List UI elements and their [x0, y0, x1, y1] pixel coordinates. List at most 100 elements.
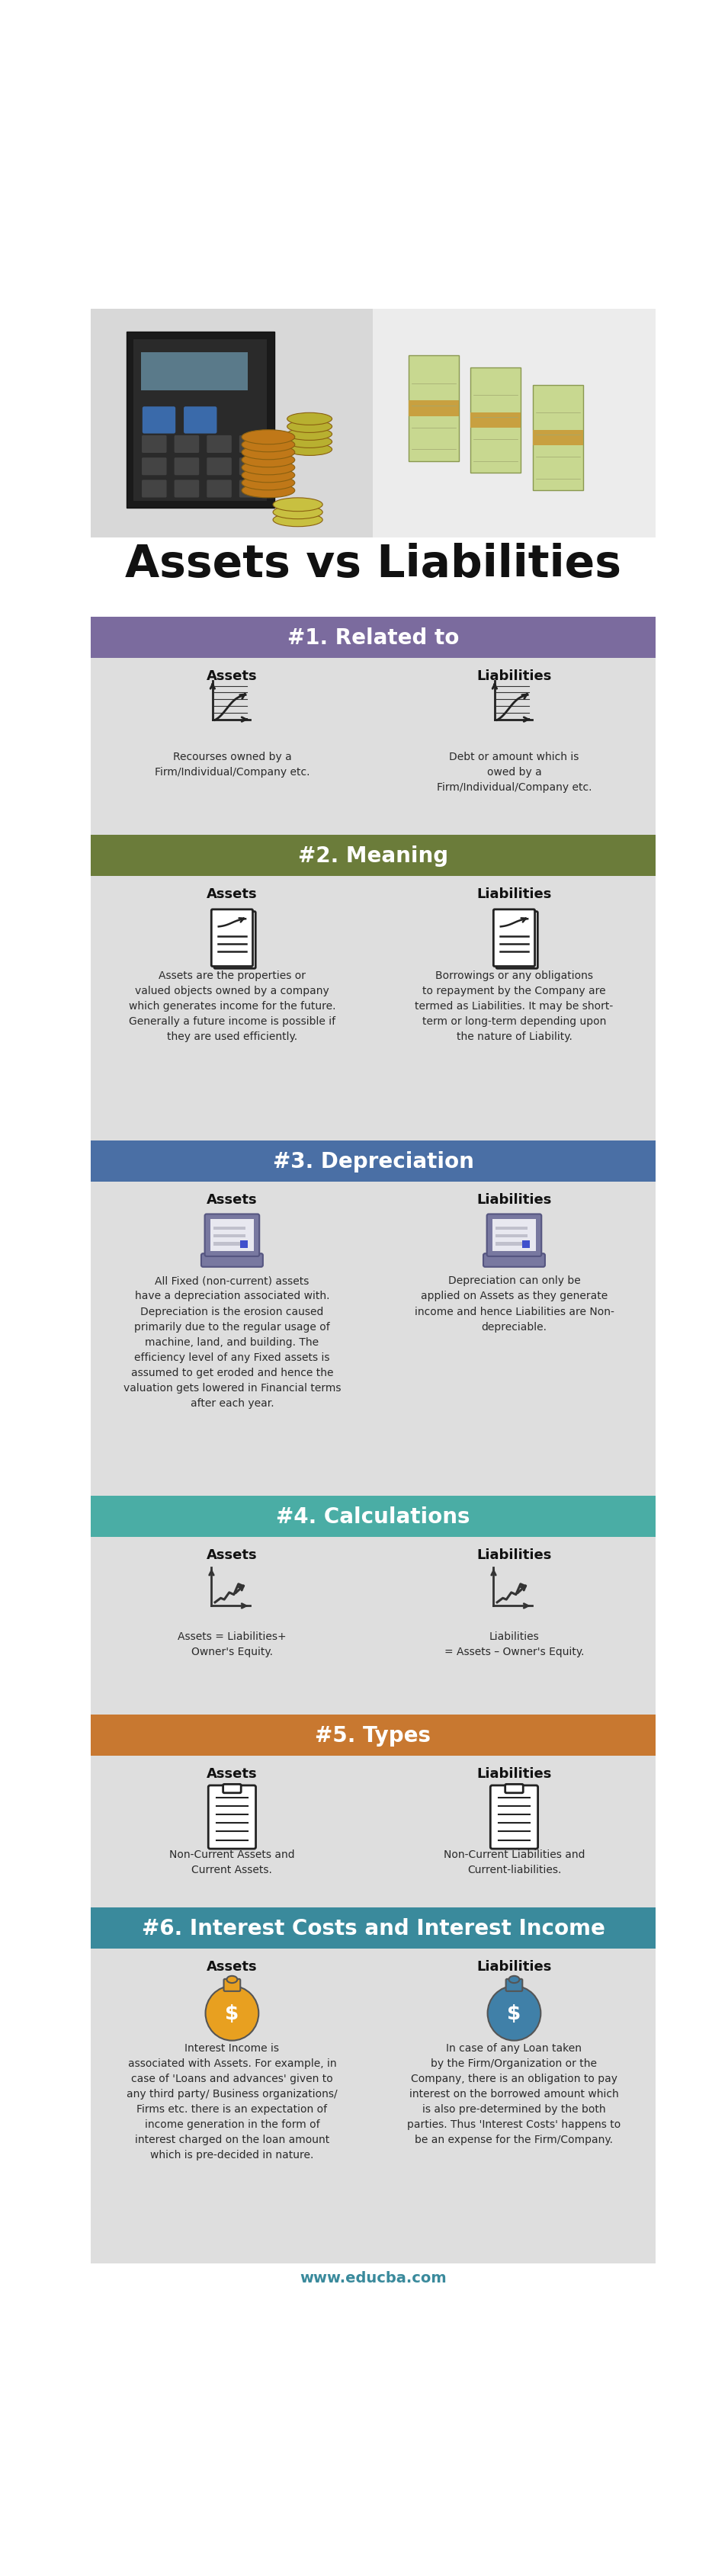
Bar	[91, 1538, 655, 1716]
Text: www.educba.com: www.educba.com	[300, 2269, 446, 2285]
Ellipse shape	[242, 453, 295, 469]
Bar	[522, 1242, 530, 1249]
Bar	[533, 430, 583, 446]
Ellipse shape	[488, 1986, 541, 2040]
Text: $: $	[225, 2004, 239, 2022]
Text: Assets: Assets	[207, 1548, 258, 1561]
Ellipse shape	[226, 1976, 237, 1984]
Text: All Fixed (non-current) assets
have a depreciation associated with.
Depreciation: All Fixed (non-current) assets have a de…	[123, 1275, 341, 1409]
Bar	[408, 355, 459, 461]
FancyBboxPatch shape	[240, 482, 264, 497]
FancyBboxPatch shape	[506, 1978, 523, 1991]
Bar	[91, 1950, 655, 2264]
FancyBboxPatch shape	[487, 1213, 542, 1257]
Text: #5. Types: #5. Types	[315, 1723, 431, 1747]
Text: Non-Current Liabilities and
Current-liabilities.: Non-Current Liabilities and Current-liab…	[443, 1850, 585, 1875]
FancyBboxPatch shape	[494, 909, 535, 966]
Ellipse shape	[242, 469, 295, 484]
Ellipse shape	[242, 484, 295, 497]
Text: Non-Current Assets and
Current Assets.: Non-Current Assets and Current Assets.	[170, 1850, 295, 1875]
Bar	[470, 412, 521, 428]
Bar	[91, 1141, 655, 1182]
Bar	[91, 1497, 655, 1538]
Text: $: $	[507, 2004, 521, 2022]
FancyBboxPatch shape	[142, 435, 167, 453]
Ellipse shape	[205, 1986, 258, 2040]
FancyBboxPatch shape	[174, 482, 199, 497]
FancyBboxPatch shape	[174, 459, 199, 477]
Ellipse shape	[287, 428, 332, 440]
FancyBboxPatch shape	[142, 459, 167, 477]
FancyBboxPatch shape	[174, 435, 199, 453]
Text: Liabilities: Liabilities	[477, 886, 552, 902]
Bar	[408, 402, 459, 417]
FancyBboxPatch shape	[496, 912, 538, 969]
Bar	[91, 1757, 655, 1909]
Bar	[240, 1242, 248, 1249]
Text: Borrowings or any obligations
to repayment by the Company are
termed as Liabilit: Borrowings or any obligations to repayme…	[415, 969, 614, 1041]
Text: In case of any Loan taken
by the Firm/Organization or the
Company, there is an o: In case of any Loan taken by the Firm/Or…	[408, 2043, 621, 2146]
Bar	[91, 309, 373, 538]
Text: Assets = Liabilities+
Owner's Equity.: Assets = Liabilities+ Owner's Equity.	[178, 1631, 286, 1656]
Bar	[127, 332, 274, 507]
FancyBboxPatch shape	[491, 1785, 538, 1850]
Ellipse shape	[273, 497, 323, 513]
Ellipse shape	[242, 430, 295, 446]
Ellipse shape	[287, 412, 332, 425]
FancyBboxPatch shape	[205, 1213, 259, 1257]
Bar	[91, 659, 655, 835]
Bar	[141, 353, 248, 392]
Text: Assets: Assets	[207, 886, 258, 902]
FancyBboxPatch shape	[211, 909, 253, 966]
Bar	[91, 835, 655, 876]
Text: Interest Income is
associated with Assets. For example, in
case of 'Loans and ad: Interest Income is associated with Asset…	[127, 2043, 338, 2159]
FancyBboxPatch shape	[208, 1785, 256, 1850]
Bar	[133, 340, 267, 502]
Ellipse shape	[242, 438, 295, 453]
Text: Liabilities: Liabilities	[477, 1548, 552, 1561]
Text: #4. Calculations: #4. Calculations	[276, 1507, 470, 1528]
Bar	[91, 618, 655, 659]
Text: Assets: Assets	[207, 1193, 258, 1206]
FancyBboxPatch shape	[223, 1785, 241, 1793]
Ellipse shape	[242, 477, 295, 489]
Text: #2. Meaning: #2. Meaning	[298, 845, 448, 866]
Ellipse shape	[242, 461, 295, 477]
Bar	[373, 309, 655, 538]
FancyBboxPatch shape	[505, 1785, 523, 1793]
Text: Assets vs Liabilities: Assets vs Liabilities	[125, 544, 621, 587]
FancyBboxPatch shape	[207, 435, 232, 453]
Text: Assets: Assets	[207, 1767, 258, 1780]
Bar	[496, 1242, 528, 1247]
Bar	[496, 1234, 528, 1239]
FancyBboxPatch shape	[183, 407, 217, 435]
Bar	[91, 1182, 655, 1497]
Text: Liabilities: Liabilities	[477, 670, 552, 683]
Bar	[496, 1226, 528, 1231]
Bar	[91, 2264, 655, 2293]
Bar	[91, 876, 655, 1141]
Text: Liabilities: Liabilities	[477, 1960, 552, 1973]
Bar	[470, 368, 521, 474]
Text: Liabilities: Liabilities	[477, 1767, 552, 1780]
Bar	[91, 1909, 655, 1950]
Ellipse shape	[273, 505, 323, 520]
FancyBboxPatch shape	[240, 459, 264, 477]
Text: Recourses owned by a
Firm/Individual/Company etc.: Recourses owned by a Firm/Individual/Com…	[154, 752, 309, 778]
FancyBboxPatch shape	[143, 407, 175, 435]
Text: #3. Depreciation: #3. Depreciation	[272, 1151, 474, 1172]
Bar	[210, 1218, 254, 1252]
Ellipse shape	[287, 443, 332, 456]
FancyBboxPatch shape	[142, 482, 167, 497]
Text: #1. Related to: #1. Related to	[288, 626, 459, 649]
Bar	[492, 1218, 536, 1252]
FancyBboxPatch shape	[483, 1255, 545, 1267]
Ellipse shape	[273, 513, 323, 528]
Bar	[213, 1242, 245, 1247]
Text: #6. Interest Costs and Interest Income: #6. Interest Costs and Interest Income	[141, 1917, 605, 1940]
Text: Liabilities: Liabilities	[477, 1193, 552, 1206]
Ellipse shape	[242, 446, 295, 461]
Text: Assets: Assets	[207, 1960, 258, 1973]
Bar	[91, 309, 655, 538]
Text: Assets are the properties or
valued objects owned by a company
which generates i: Assets are the properties or valued obje…	[129, 969, 336, 1041]
